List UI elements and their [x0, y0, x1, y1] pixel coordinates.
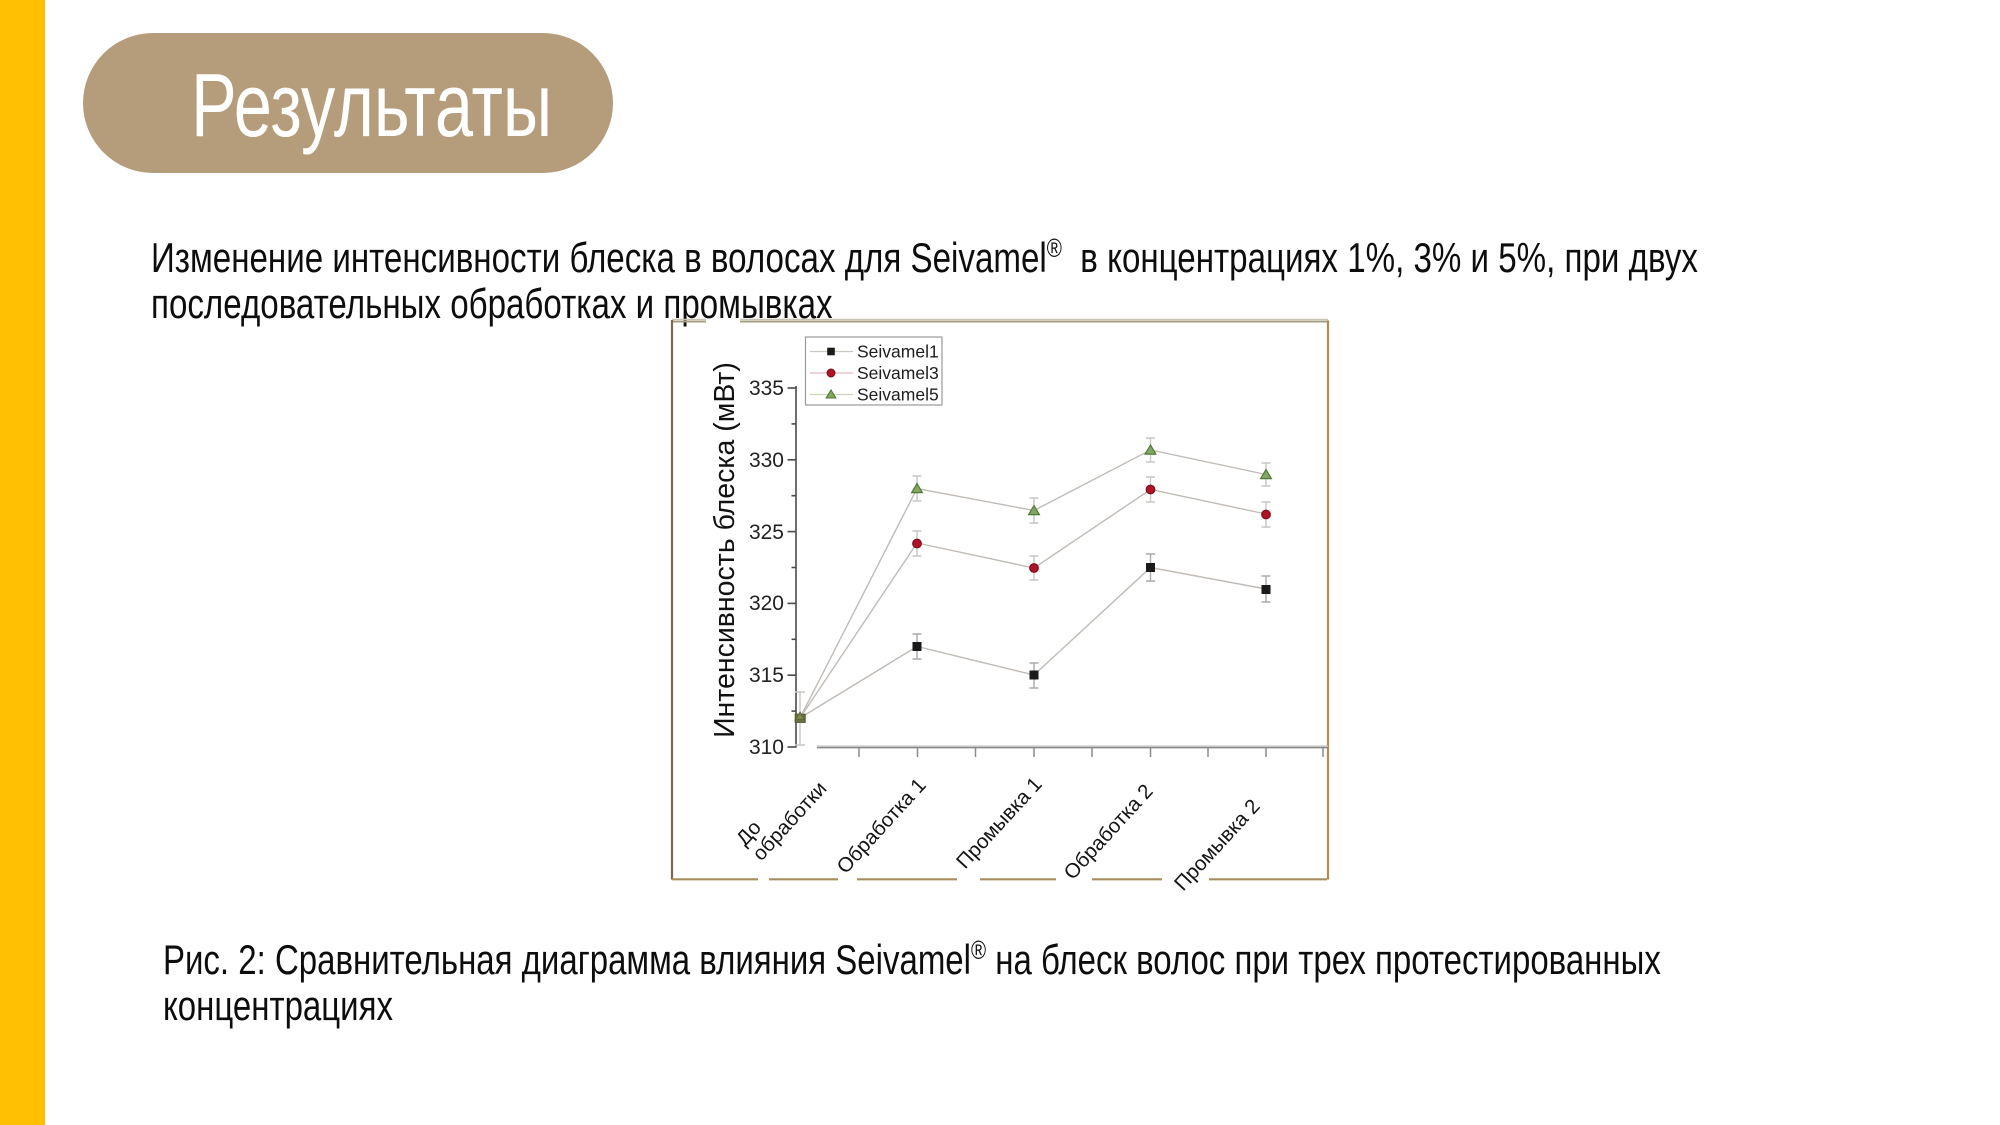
svg-text:Промывка 1: Промывка 1	[952, 773, 1047, 873]
svg-text:Обработка 2: Обработка 2	[1059, 780, 1157, 884]
svg-text:330: 330	[749, 449, 784, 472]
svg-text:обработки: обработки	[748, 777, 831, 865]
svg-text:310: 310	[749, 736, 784, 759]
svg-text:325: 325	[749, 521, 784, 544]
svg-text:315: 315	[749, 664, 784, 687]
svg-text:Seivamel3: Seivamel3	[857, 363, 939, 383]
svg-text:Seivamel1: Seivamel1	[857, 342, 939, 362]
svg-text:Seivamel5: Seivamel5	[857, 385, 939, 405]
svg-text:Интенсивность блеска (мВт): Интенсивность блеска (мВт)	[709, 362, 741, 738]
svg-text:335: 335	[749, 377, 784, 400]
svg-text:Обработка 1: Обработка 1	[832, 774, 930, 878]
svg-text:320: 320	[749, 592, 784, 615]
